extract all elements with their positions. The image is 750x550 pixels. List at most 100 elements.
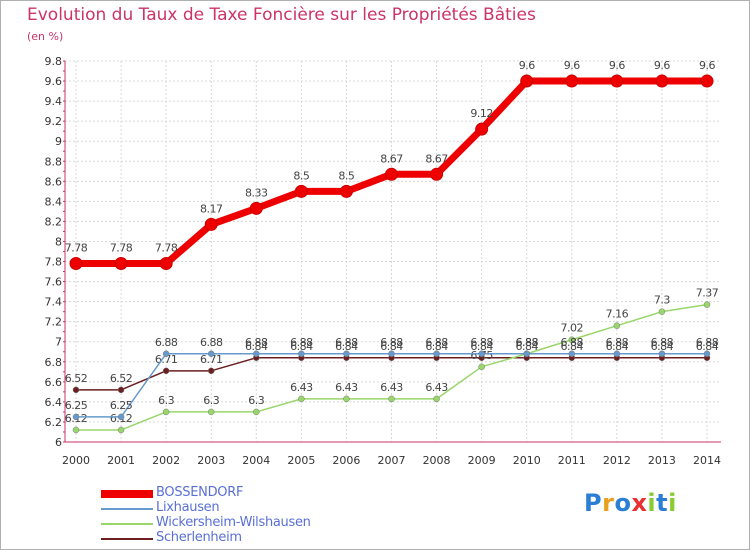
y-unit-label: (en %) — [27, 30, 64, 43]
data-label-lixhausen: 6.88 — [380, 336, 403, 349]
data-label-bossendorf: 8.67 — [380, 152, 403, 165]
data-point-wickersheim-wilshausen — [343, 395, 350, 403]
data-point-lixhausen — [253, 350, 260, 358]
data-point-bossendorf — [655, 74, 669, 88]
y-tick-label: 6.8 — [45, 356, 63, 369]
data-point-lixhausen — [72, 413, 80, 421]
data-point-scherlenheim — [72, 386, 80, 394]
data-point-lixhausen — [207, 350, 215, 358]
legend: BOSSENDORF Lixhausen Wickersheim-Wilshau… — [101, 485, 401, 546]
data-point-bossendorf — [430, 167, 444, 181]
data-label-bossendorf: 9.6 — [699, 59, 715, 72]
data-label-lixhausen: 6.88 — [561, 336, 584, 349]
data-label-lixhausen: 6.88 — [651, 336, 674, 349]
data-point-lixhausen — [703, 350, 711, 358]
data-label-wickersheim-wilshausen: 6.3 — [203, 394, 219, 407]
data-label-bossendorf: 8.17 — [200, 202, 223, 215]
data-label-wickersheim-wilshausen: 6.43 — [425, 381, 448, 394]
data-point-bossendorf — [249, 201, 263, 215]
data-point-bossendorf — [475, 122, 489, 136]
legend-swatch-lixhausen — [101, 508, 153, 510]
y-tick-label: 6 — [55, 436, 62, 449]
data-point-wickersheim-wilshausen — [478, 363, 485, 371]
data-label-lixhausen: 6.88 — [470, 336, 493, 349]
data-label-lixhausen: 6.25 — [65, 399, 88, 412]
data-label-scherlenheim: 6.71 — [200, 353, 223, 366]
y-tick-label: 9.8 — [45, 55, 63, 68]
data-point-wickersheim-wilshausen — [613, 322, 621, 329]
data-point-scherlenheim — [117, 386, 125, 394]
data-label-scherlenheim: 6.84 — [515, 340, 538, 353]
data-point-wickersheim-wilshausen — [568, 336, 576, 343]
x-tick-label: 2002 — [152, 454, 180, 467]
proxiti-logo: Proxiti — [584, 489, 677, 517]
x-tick-label: 2010 — [513, 454, 541, 467]
data-label-bossendorf: 8.5 — [293, 169, 309, 182]
legend-label-lixhausen: Lixhausen — [156, 500, 220, 515]
legend-item-lixhausen: Lixhausen — [101, 500, 401, 516]
data-label-scherlenheim: 6.52 — [65, 372, 88, 385]
data-label-wickersheim-wilshausen: 6.3 — [248, 394, 264, 407]
data-label-lixhausen: 6.88 — [606, 336, 629, 349]
data-label-lixhausen: 6.25 — [110, 399, 133, 412]
legend-item-scherlenheim: Scherlenheim — [101, 530, 401, 546]
data-point-wickersheim-wilshausen — [72, 426, 80, 434]
data-point-bossendorf — [204, 217, 218, 231]
data-label-wickersheim-wilshausen: 6.43 — [380, 381, 403, 394]
data-point-bossendorf — [339, 184, 353, 198]
plot-area — [65, 61, 721, 442]
y-tick-label: 9.4 — [45, 95, 63, 108]
y-tick-label: 9.2 — [45, 115, 63, 128]
data-label-wickersheim-wilshausen: 7.37 — [696, 287, 719, 300]
y-tick-label: 8.6 — [45, 175, 63, 188]
legend-label-scherlenheim: Scherlenheim — [156, 530, 242, 545]
x-tick-label: 2003 — [197, 454, 225, 467]
x-tick-label: 2013 — [648, 454, 676, 467]
x-tick-label: 2006 — [332, 454, 360, 467]
data-label-lixhausen: 6.88 — [200, 336, 223, 349]
x-tick-label: 2012 — [603, 454, 631, 467]
x-tick-label: 2004 — [242, 454, 270, 467]
data-point-bossendorf — [520, 74, 534, 88]
data-label-lixhausen: 6.88 — [245, 336, 268, 349]
data-label-wickersheim-wilshausen: 6.43 — [290, 381, 313, 394]
x-tick-label: 2014 — [693, 454, 721, 467]
y-tick-label: 7.8 — [45, 256, 63, 269]
y-tick-label: 9 — [55, 135, 62, 148]
data-label-lixhausen: 6.88 — [290, 336, 313, 349]
data-point-wickersheim-wilshausen — [162, 408, 170, 416]
data-label-lixhausen: 6.88 — [515, 336, 538, 349]
y-tick-label: 8.4 — [45, 195, 63, 208]
data-label-scherlenheim: 6.84 — [606, 340, 629, 353]
data-point-lixhausen — [162, 350, 170, 358]
y-tick-label: 9.6 — [45, 75, 63, 88]
data-point-lixhausen — [298, 350, 305, 358]
x-tick-label: 2001 — [107, 454, 135, 467]
data-label-bossendorf: 7.78 — [65, 242, 88, 255]
data-point-wickersheim-wilshausen — [703, 301, 711, 308]
data-point-bossendorf — [114, 257, 128, 271]
data-point-bossendorf — [385, 167, 398, 181]
data-label-scherlenheim: 6.84 — [561, 340, 584, 353]
x-tick-label: 2000 — [62, 454, 90, 467]
data-point-lixhausen — [658, 350, 666, 358]
y-tick-label: 6.4 — [45, 396, 63, 409]
data-label-bossendorf: 8.5 — [338, 169, 354, 182]
data-label-lixhausen: 6.88 — [335, 336, 358, 349]
data-label-wickersheim-wilshausen: 6.88 — [515, 336, 538, 349]
chart-title: Evolution du Taux de Taxe Foncière sur l… — [27, 5, 536, 25]
data-label-wickersheim-wilshausen: 6.3 — [158, 394, 174, 407]
legend-swatch-wickersheim — [101, 523, 153, 525]
data-label-wickersheim-wilshausen: 7.02 — [561, 322, 584, 335]
data-point-lixhausen — [568, 350, 576, 358]
data-point-wickersheim-wilshausen — [253, 408, 260, 416]
data-point-scherlenheim — [207, 367, 215, 375]
data-point-bossendorf — [294, 184, 308, 198]
y-tick-label: 8.8 — [45, 155, 63, 168]
data-point-scherlenheim — [162, 367, 170, 375]
data-label-scherlenheim: 6.84 — [380, 340, 403, 353]
x-tick-label: 2008 — [423, 454, 451, 467]
y-tick-label: 8 — [55, 235, 62, 248]
legend-swatch-bossendorf — [101, 490, 153, 498]
